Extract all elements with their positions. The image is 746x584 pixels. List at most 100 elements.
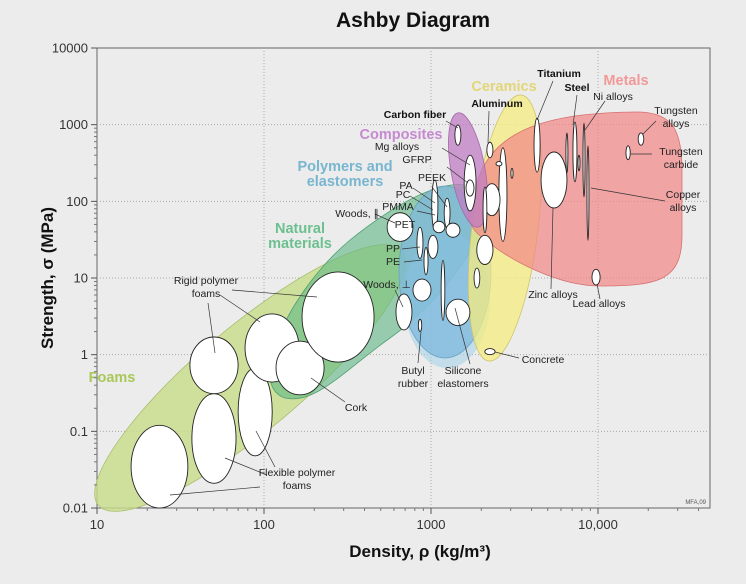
material-bubble xyxy=(510,167,514,179)
material-label: alloys xyxy=(663,118,690,130)
material-label: Woods, ⊥ xyxy=(363,279,410,291)
x-tick-label: 100 xyxy=(253,517,275,532)
leader-line xyxy=(596,283,601,300)
leader-line xyxy=(536,80,554,121)
material-label: foams xyxy=(192,288,221,300)
material-label: Titanium xyxy=(537,68,581,80)
leader-line xyxy=(403,259,423,263)
leader-line xyxy=(374,213,396,224)
material-label: alloys xyxy=(670,202,697,214)
material-bubble xyxy=(432,220,446,234)
leader-line xyxy=(207,302,216,354)
material-label: Silicone xyxy=(445,365,482,377)
material-label: PP xyxy=(386,243,400,255)
y-tick-label: 0.01 xyxy=(63,501,88,516)
x-tick-label: 10,000 xyxy=(578,517,618,532)
material-bubble xyxy=(443,197,451,229)
material-bubble xyxy=(482,186,488,234)
leader-line xyxy=(550,207,554,290)
material-bubble xyxy=(454,124,462,146)
material-label: Mg alloys xyxy=(375,141,419,153)
leader-line xyxy=(446,166,469,184)
leader-line xyxy=(417,331,422,364)
material-bubble xyxy=(586,145,590,241)
leader-line xyxy=(584,100,606,131)
material-bubble xyxy=(572,121,578,183)
leader-line xyxy=(454,307,471,365)
material-label: Tungsten xyxy=(654,105,698,117)
material-bubble xyxy=(476,234,494,265)
material-bubble xyxy=(486,141,494,159)
material-bubble xyxy=(423,247,429,276)
material-bubble xyxy=(386,212,414,242)
material-bubble xyxy=(412,278,432,302)
y-tick-label: 100 xyxy=(66,194,88,209)
material-bubble xyxy=(445,222,461,238)
material-label: foams xyxy=(283,480,312,492)
material-label: Lead alloys xyxy=(572,298,625,310)
material-label: PET xyxy=(395,219,416,231)
material-bubble xyxy=(427,234,439,259)
material-bubble xyxy=(582,122,586,198)
x-tick-label: 10 xyxy=(90,517,104,532)
material-label: carbide xyxy=(664,159,699,171)
material-bubble xyxy=(417,318,423,333)
material-bubble xyxy=(484,348,496,356)
material-bubbles xyxy=(130,117,645,509)
y-tick-label: 10 xyxy=(74,271,88,286)
leader-line xyxy=(590,187,666,202)
material-label: Woods, ∥ xyxy=(335,208,379,220)
leader-line xyxy=(224,457,268,476)
region-label: elastomers xyxy=(307,174,384,190)
region-label: Natural xyxy=(275,221,325,237)
material-label: Copper xyxy=(666,189,701,201)
material-label: Flexible polymer xyxy=(259,467,336,479)
material-label: Ni alloys xyxy=(593,91,633,103)
credit-text: MFA,09 xyxy=(685,500,706,506)
material-bubble xyxy=(577,154,581,172)
material-bubble xyxy=(540,151,568,209)
axes: 10 100 1000 10,000 10000 1000 100 10 1 0.1 0.01 xyxy=(52,41,700,532)
material-label: Aluminum xyxy=(471,98,522,110)
material-bubble xyxy=(591,268,601,286)
material-label: PEEK xyxy=(418,172,446,184)
chart-title: Ashby Diagram xyxy=(336,9,490,32)
material-label: rubber xyxy=(398,378,429,390)
material-label: Butyl xyxy=(401,365,424,377)
leader-line xyxy=(412,187,436,204)
material-label: Tungsten xyxy=(659,146,703,158)
region-label: materials xyxy=(268,236,332,252)
leader-line xyxy=(572,94,578,126)
leader-line xyxy=(441,147,471,166)
leader-line xyxy=(416,210,436,216)
material-label: PMMA xyxy=(382,201,414,213)
material-bubble xyxy=(189,336,239,395)
material-label: Steel xyxy=(564,82,589,94)
leader-line xyxy=(642,120,657,135)
material-label: Zinc alloys xyxy=(528,289,578,301)
leader-line xyxy=(219,294,261,323)
leader-line xyxy=(445,120,459,129)
leader-line xyxy=(394,289,404,308)
region-label: Composites xyxy=(360,127,443,143)
material-bubble xyxy=(473,267,481,289)
x-tick-label: 1000 xyxy=(417,517,446,532)
x-axis-label: Density, ρ (kg/m³) xyxy=(349,542,491,561)
region-label: Foams xyxy=(89,370,136,386)
material-label: elastomers xyxy=(437,378,488,390)
leader-line xyxy=(310,377,346,403)
material-bubble xyxy=(495,161,503,167)
y-tick-label: 1000 xyxy=(59,117,88,132)
leader-line xyxy=(401,246,421,250)
material-bubble xyxy=(301,271,375,363)
leader-lines xyxy=(169,80,666,496)
material-label: Concrete xyxy=(522,354,565,366)
y-tick-label: 1 xyxy=(81,347,88,362)
region-label: Metals xyxy=(603,73,648,89)
y-axis-label: Strength, σ (MPa) xyxy=(38,207,57,349)
material-bubble xyxy=(625,145,631,161)
leader-line xyxy=(494,351,520,359)
material-bubble xyxy=(445,298,471,326)
